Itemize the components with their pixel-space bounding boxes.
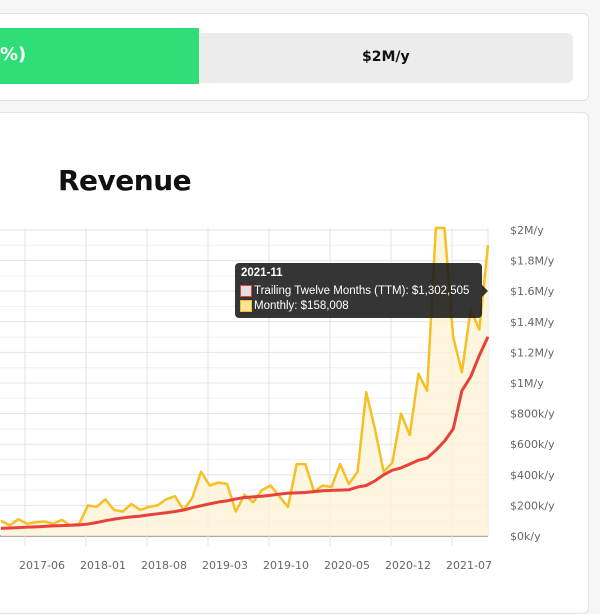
x-tick-label: 2019-10 bbox=[263, 559, 309, 572]
chart-title: Revenue bbox=[58, 164, 192, 197]
x-tick-label: 2021-07 bbox=[446, 559, 492, 572]
y-tick-label: $0k/y bbox=[510, 530, 541, 543]
x-tick-label: 2018-08 bbox=[141, 559, 187, 572]
y-tick-label: $400k/y bbox=[510, 469, 555, 482]
x-tick-label: 2020-12 bbox=[385, 559, 431, 572]
ttm-swatch-icon bbox=[240, 285, 252, 297]
progress-percent-label: %) bbox=[0, 44, 27, 65]
chart-tooltip: 2021-11 Trailing Twelve Months (TTM): $1… bbox=[235, 263, 488, 318]
x-tick-label: 2018-01 bbox=[80, 559, 126, 572]
x-tick-label: 2020-05 bbox=[324, 559, 370, 572]
y-tick-label: $1.8M/y bbox=[510, 255, 555, 268]
y-tick-label: $200k/y bbox=[510, 499, 555, 512]
tooltip-title: 2021-11 bbox=[241, 267, 283, 279]
tooltip-row-monthly: Monthly: $158,008 bbox=[240, 300, 349, 312]
goal-label: $2M/y bbox=[362, 49, 410, 65]
x-tick-label: 2019-03 bbox=[202, 559, 248, 572]
y-tick-label: $800k/y bbox=[510, 408, 555, 421]
tooltip-row-ttm: Trailing Twelve Months (TTM): $1,302,505 bbox=[240, 285, 469, 297]
monthly-swatch-icon bbox=[240, 300, 252, 312]
y-tick-label: $2M/y bbox=[510, 224, 544, 237]
y-tick-label: $1.6M/y bbox=[510, 285, 555, 298]
goal-progress-fill bbox=[0, 28, 199, 84]
tooltip-monthly-value: Monthly: $158,008 bbox=[254, 300, 349, 312]
tooltip-ttm-value: Trailing Twelve Months (TTM): $1,302,505 bbox=[254, 285, 470, 297]
y-tick-label: $600k/y bbox=[510, 438, 555, 451]
monthly-area bbox=[1, 228, 488, 536]
y-tick-label: $1.4M/y bbox=[510, 316, 555, 329]
ttm-line bbox=[0, 336, 490, 530]
y-tick-label: $1.2M/y bbox=[510, 346, 555, 359]
x-tick-label: 2017-06 bbox=[19, 559, 65, 572]
y-tick-label: $1M/y bbox=[510, 377, 544, 390]
revenue-chart[interactable]: $0k/y $200k/y $400k/y $600k/y $800k/y $1M/y $1… bbox=[0, 0, 600, 600]
monthly-line bbox=[0, 226, 490, 527]
